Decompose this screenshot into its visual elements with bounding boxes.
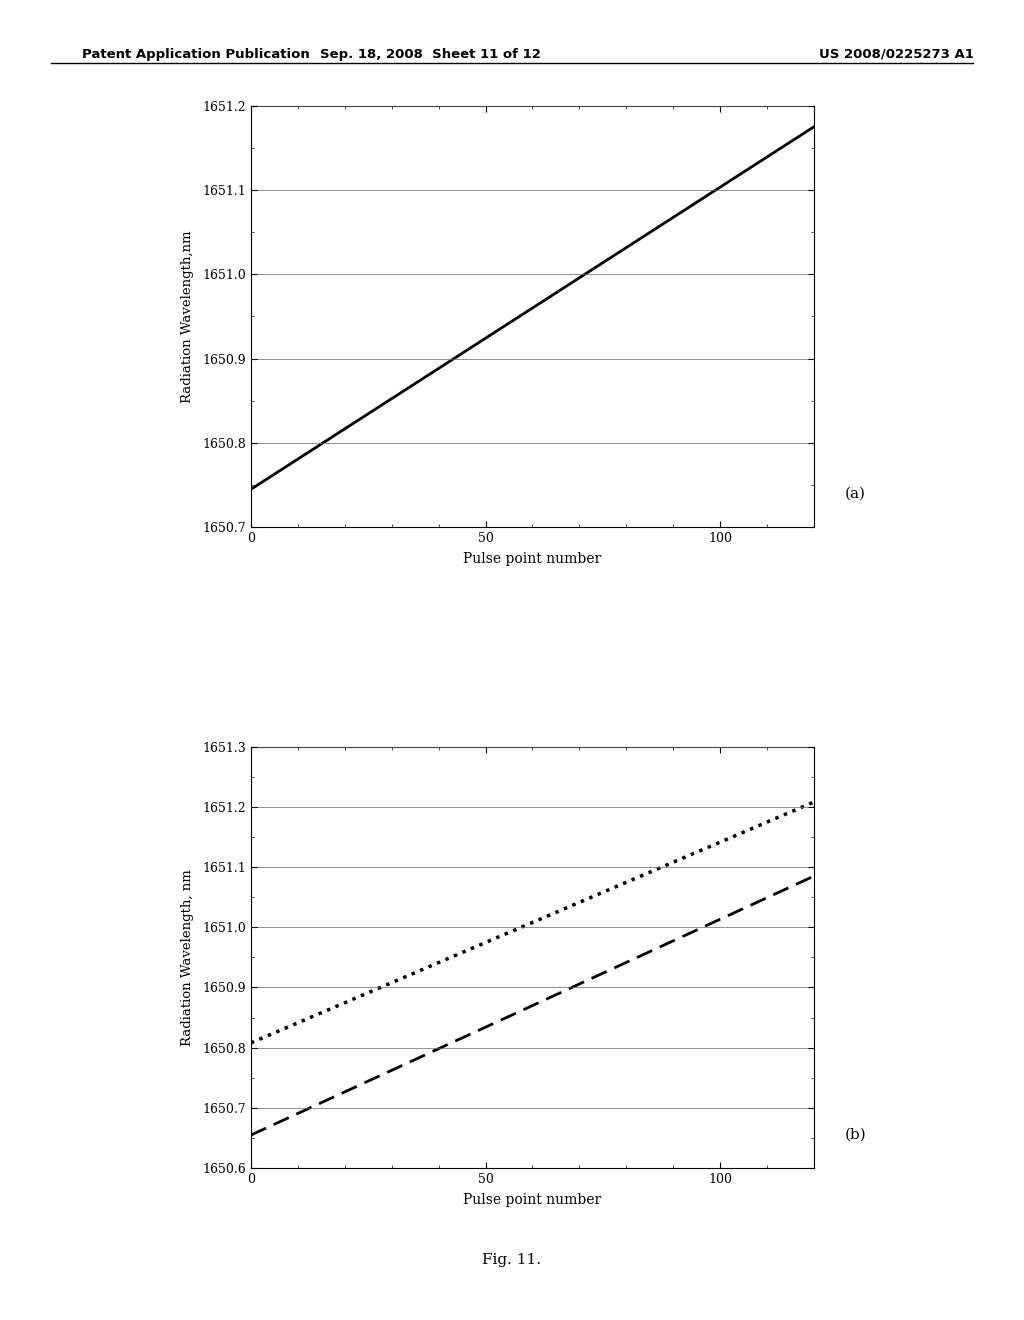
Y-axis label: Radiation Wavelength, nm: Radiation Wavelength, nm	[181, 869, 194, 1045]
Text: (a): (a)	[845, 487, 866, 500]
Text: US 2008/0225273 A1: US 2008/0225273 A1	[819, 48, 974, 61]
Text: (b): (b)	[845, 1127, 866, 1142]
Text: Sep. 18, 2008  Sheet 11 of 12: Sep. 18, 2008 Sheet 11 of 12	[319, 48, 541, 61]
Text: Fig. 11.: Fig. 11.	[482, 1253, 542, 1267]
Y-axis label: Radiation Wavelength,nm: Radiation Wavelength,nm	[181, 230, 194, 403]
Text: Patent Application Publication: Patent Application Publication	[82, 48, 309, 61]
X-axis label: Pulse point number: Pulse point number	[463, 1193, 602, 1206]
X-axis label: Pulse point number: Pulse point number	[463, 552, 602, 566]
